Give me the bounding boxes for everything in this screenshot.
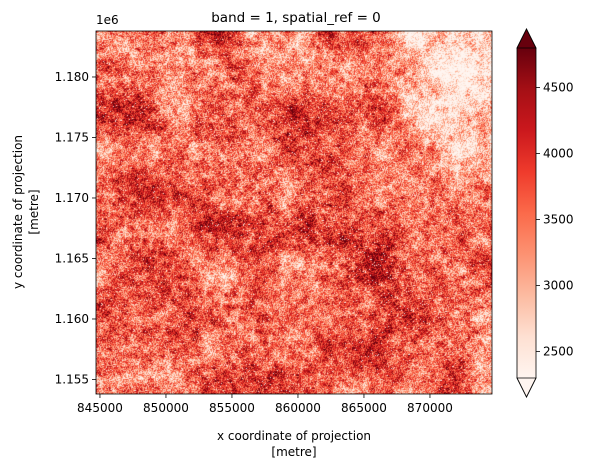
chart-title: band = 1, spatial_ref = 0 bbox=[211, 10, 381, 26]
x-tick-label: 855000 bbox=[209, 401, 255, 415]
y-tick-label: 1.175 bbox=[55, 130, 89, 144]
x-tick-label: 865000 bbox=[341, 401, 387, 415]
y-axis-label: y coordinate of projection bbox=[11, 135, 25, 289]
x-axis: 845000 850000 855000 860000 865000 870000 bbox=[77, 394, 453, 415]
x-tick-label: 870000 bbox=[407, 401, 453, 415]
colorbar-gradient bbox=[517, 48, 536, 378]
colorbar-tick-label: 2500 bbox=[543, 345, 574, 359]
x-tick-label: 850000 bbox=[143, 401, 189, 415]
y-tick-label: 1.155 bbox=[55, 372, 89, 386]
colorbar-outline bbox=[516, 28, 537, 398]
plot-frame bbox=[95, 30, 493, 395]
colorbar: 2500 3000 3500 4000 4500 bbox=[516, 28, 574, 398]
y-tick-label: 1.160 bbox=[55, 312, 89, 326]
y-tick-label: 1.180 bbox=[55, 70, 89, 84]
colorbar-tick-label: 3500 bbox=[543, 213, 574, 227]
y-offset-label: 1e6 bbox=[96, 13, 119, 27]
colorbar-extend-max bbox=[516, 28, 537, 49]
heatmap-raster bbox=[96, 31, 492, 394]
colorbar-tick-label: 4500 bbox=[543, 81, 574, 95]
x-axis-label: x coordinate of projection bbox=[217, 429, 371, 443]
y-axis: 1.155 1.160 1.165 1.170 1.175 1.180 bbox=[55, 70, 96, 386]
y-axis-unit: [metre] bbox=[27, 189, 41, 234]
x-axis-unit: [metre] bbox=[271, 445, 316, 459]
colorbar-extend-min bbox=[516, 377, 537, 398]
y-tick-label: 1.170 bbox=[55, 191, 89, 205]
plot-area bbox=[95, 30, 493, 395]
x-tick-label: 860000 bbox=[275, 401, 321, 415]
colorbar-ticks: 2500 3000 3500 4000 4500 bbox=[536, 81, 574, 359]
x-tick-label: 845000 bbox=[77, 401, 123, 415]
colorbar-tick-label: 4000 bbox=[543, 147, 574, 161]
y-tick-label: 1.165 bbox=[55, 251, 89, 265]
colorbar-tick-label: 3000 bbox=[543, 279, 574, 293]
